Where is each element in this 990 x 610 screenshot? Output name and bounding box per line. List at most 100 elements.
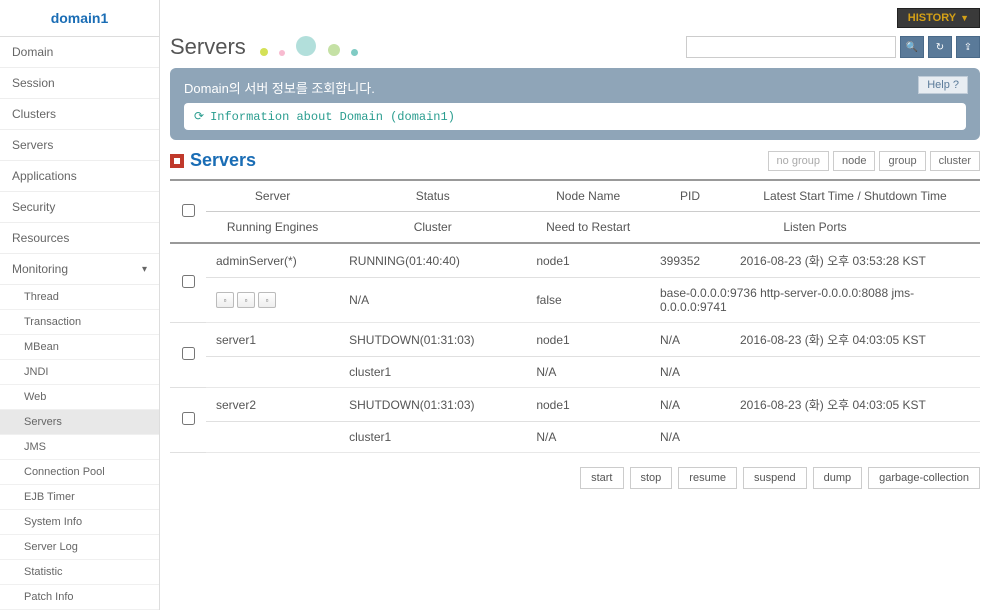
action-buttons: start stopresume suspend dumpgarbage-collec… [170,467,980,489]
sidebar-subitem-jms[interactable]: JMS [0,435,159,460]
sidebar-item-applications[interactable]: Applications [0,161,159,192]
help-button[interactable]: Help ? [918,76,968,94]
info-panel-title: Domain의 서버 정보를 조회합니다. [184,78,966,97]
info-panel-subtitle: ⟳Information about Domain (domain1) [184,103,966,130]
cell-engines [206,422,339,453]
sidebar-subitem-servers[interactable]: Servers [0,410,159,435]
sidebar-subitem-server-log[interactable]: Server Log [0,535,159,560]
decorative-dots [256,36,362,59]
cell-restart: N/A [526,422,650,453]
cell-node: node1 [526,388,650,422]
col-ports: Listen Ports [650,212,980,244]
dump-button[interactable]: dump [813,467,863,489]
cell-cluster: cluster1 [339,422,526,453]
search-input[interactable] [686,36,896,58]
cell-ports: N/A [650,357,980,388]
suspend-button[interactable]: suspend [743,467,807,489]
col-node: Node Name [526,180,650,212]
cell-server: adminServer(*) [206,243,339,278]
col-restart: Need to Restart [526,212,650,244]
start-button[interactable]: start [580,467,623,489]
table-row-sub: cluster1N/AN/A [170,422,980,453]
chevron-down-icon: ▾ [142,264,147,275]
select-all-checkbox[interactable] [182,204,195,217]
col-time: Latest Start Time / Shutdown Time [730,180,980,212]
cell-ports: N/A [650,422,980,453]
sidebar-subitem-ejb-timer[interactable]: EJB Timer [0,485,159,510]
filter-buttons: no groupnodegroupcluster [768,151,980,171]
cell-engines [206,357,339,388]
col-pid: PID [650,180,730,212]
cell-restart: false [526,278,650,323]
domain-title[interactable]: domain1 [0,0,159,37]
row-checkbox[interactable] [182,275,195,288]
cell-server: server2 [206,388,339,422]
sidebar-item-clusters[interactable]: Clusters [0,99,159,130]
info-panel: Domain의 서버 정보를 조회합니다. ⟳Information about… [170,68,980,140]
col-cluster: Cluster [339,212,526,244]
sidebar-item-monitoring[interactable]: Monitoring▾ [0,254,159,285]
table-row: server1SHUTDOWN(01:31:03)node1N/A2016-08… [170,323,980,357]
filter-cluster[interactable]: cluster [930,151,980,171]
filter-node[interactable]: node [833,151,875,171]
cell-node: node1 [526,323,650,357]
sidebar: domain1 DomainSessionClustersServersAppl… [0,0,160,610]
col-server: Server [206,180,339,212]
sidebar-subitem-mbean[interactable]: MBean [0,335,159,360]
sidebar-subitem-connection-pool[interactable]: Connection Pool [0,460,159,485]
sidebar-subitem-web[interactable]: Web [0,385,159,410]
sidebar-subitem-statistic[interactable]: Statistic [0,560,159,585]
page-title: Servers [170,34,246,60]
engine-icon[interactable]: ▫ [216,292,234,308]
sidebar-item-domain[interactable]: Domain [0,37,159,68]
cell-time: 2016-08-23 (화) 오후 04:03:05 KST [730,323,980,357]
cell-time: 2016-08-23 (화) 오후 03:53:28 KST [730,243,980,278]
filter-no-group[interactable]: no group [768,151,829,171]
sidebar-subitem-system-info[interactable]: System Info [0,510,159,535]
history-button[interactable]: HISTORY ▼ [897,8,980,28]
cell-ports: base-0.0.0.0:9736 http-server-0.0.0.0:80… [650,278,980,323]
garbage-collection-button[interactable]: garbage-collection [868,467,980,489]
sidebar-item-session[interactable]: Session [0,68,159,99]
cell-status: SHUTDOWN(01:31:03) [339,323,526,357]
row-checkbox[interactable] [182,412,195,425]
cell-node: node1 [526,243,650,278]
refresh-icon: ⟳ [194,110,204,124]
cell-cluster: cluster1 [339,357,526,388]
table-row-sub: cluster1N/AN/A [170,357,980,388]
cell-engines: ▫▫▫ [206,278,339,323]
sidebar-subitem-transaction[interactable]: Transaction [0,310,159,335]
row-checkbox[interactable] [182,347,195,360]
refresh-icon-button[interactable]: ↻ [928,36,952,58]
engine-icon[interactable]: ▫ [258,292,276,308]
col-status: Status [339,180,526,212]
table-row: server2SHUTDOWN(01:31:03)node1N/A2016-08… [170,388,980,422]
engine-icon[interactable]: ▫ [237,292,255,308]
export-icon-button[interactable]: ⇪ [956,36,980,58]
cell-cluster: N/A [339,278,526,323]
sidebar-item-servers[interactable]: Servers [0,130,159,161]
col-engines: Running Engines [206,212,339,244]
cell-status: RUNNING(01:40:40) [339,243,526,278]
servers-table: Server Status Node Name PID Latest Start… [170,179,980,453]
cell-status: SHUTDOWN(01:31:03) [339,388,526,422]
section-icon [170,154,184,168]
resume-button[interactable]: resume [678,467,737,489]
table-row: adminServer(*)RUNNING(01:40:40)node13993… [170,243,980,278]
sidebar-subitem-thread[interactable]: Thread [0,285,159,310]
cell-pid: 399352 [650,243,730,278]
cell-pid: N/A [650,323,730,357]
filter-group[interactable]: group [879,151,925,171]
sidebar-subitem-jndi[interactable]: JNDI [0,360,159,385]
cell-pid: N/A [650,388,730,422]
cell-restart: N/A [526,357,650,388]
stop-button[interactable]: stop [630,467,673,489]
sidebar-item-resources[interactable]: Resources [0,223,159,254]
section-title: Servers [170,150,256,171]
main-content: HISTORY ▼ Servers 🔍 ↻ ⇪ [160,0,990,610]
sidebar-subitem-patch-info[interactable]: Patch Info [0,585,159,610]
search-icon-button[interactable]: 🔍 [900,36,924,58]
sidebar-item-security[interactable]: Security [0,192,159,223]
cell-server: server1 [206,323,339,357]
history-label: HISTORY [908,12,956,24]
